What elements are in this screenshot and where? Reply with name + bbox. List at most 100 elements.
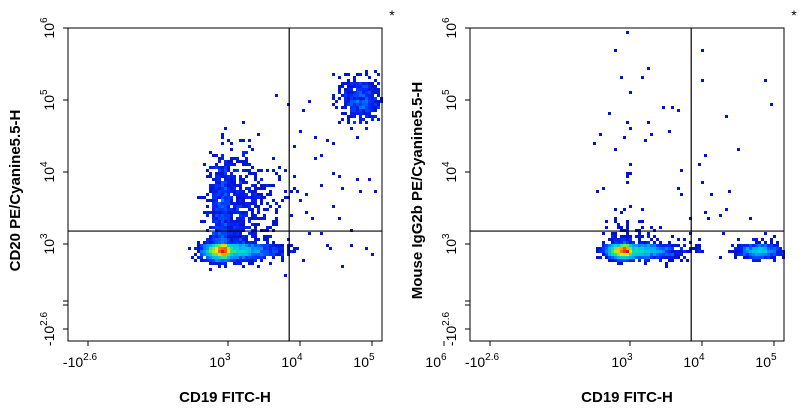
event-bin — [284, 169, 287, 172]
event-bin — [224, 232, 227, 235]
event-bin — [224, 166, 227, 169]
event-bin — [257, 193, 260, 196]
event-bin — [350, 88, 353, 91]
event-bin — [332, 205, 335, 208]
event-bin — [377, 73, 380, 76]
event-bin — [356, 106, 359, 109]
event-bin — [347, 121, 350, 124]
event-bin — [674, 250, 677, 253]
event-bin — [626, 259, 629, 262]
event-bin — [614, 241, 617, 244]
event-bin — [611, 238, 614, 241]
event-bin — [230, 223, 233, 226]
event-bin — [230, 244, 233, 247]
event-bin — [263, 250, 266, 253]
event-bin — [239, 247, 242, 250]
event-bin — [242, 178, 245, 181]
y-tick-label: 105 — [39, 89, 57, 111]
event-bin — [242, 235, 245, 238]
event-bin — [236, 184, 239, 187]
event-bin — [650, 250, 653, 253]
event-bin — [659, 244, 662, 247]
event-bin — [746, 256, 749, 259]
event-bin — [725, 208, 728, 211]
event-bin — [620, 262, 623, 265]
event-bin — [230, 175, 233, 178]
event-bin — [239, 193, 242, 196]
event-bin — [689, 250, 692, 253]
event-bin — [266, 247, 269, 250]
event-bin — [218, 226, 221, 229]
x-tick-base: 10 — [755, 354, 771, 370]
event-bin — [242, 154, 245, 157]
event-bin — [344, 103, 347, 106]
event-bin — [608, 247, 611, 250]
event-bin — [230, 208, 233, 211]
event-bin — [347, 88, 350, 91]
event-bin — [362, 94, 365, 97]
event-bin — [233, 238, 236, 241]
event-bin — [626, 31, 629, 34]
event-bin — [665, 262, 668, 265]
event-bin — [224, 259, 227, 262]
event-bin — [353, 109, 356, 112]
event-bin — [635, 250, 638, 253]
event-bin — [206, 247, 209, 250]
event-bin — [635, 253, 638, 256]
event-bin — [770, 253, 773, 256]
event-bin — [230, 235, 233, 238]
event-bin — [257, 256, 260, 259]
event-bin — [320, 154, 323, 157]
event-bin — [359, 91, 362, 94]
event-bin — [737, 238, 740, 241]
event-bin — [224, 226, 227, 229]
event-bin — [254, 175, 257, 178]
event-bin — [245, 250, 248, 253]
event-bin — [233, 241, 236, 244]
event-bin — [221, 223, 224, 226]
event-bin — [368, 178, 371, 181]
event-bin — [680, 247, 683, 250]
event-bin — [674, 244, 677, 247]
event-bin — [617, 256, 620, 259]
event-bin — [359, 190, 362, 193]
event-bin — [356, 88, 359, 91]
event-bin — [212, 193, 215, 196]
event-bin — [236, 169, 239, 172]
event-bin — [359, 109, 362, 112]
event-bin — [212, 232, 215, 235]
event-bin — [203, 211, 206, 214]
event-bin — [695, 247, 698, 250]
event-bin — [749, 217, 752, 220]
event-bin — [215, 247, 218, 250]
event-bin — [659, 250, 662, 253]
event-bin — [248, 169, 251, 172]
event-bin — [257, 223, 260, 226]
event-bin — [221, 133, 224, 136]
event-bin — [230, 184, 233, 187]
event-bin — [218, 223, 221, 226]
event-bin — [239, 187, 242, 190]
event-bin — [248, 244, 251, 247]
event-bin — [224, 196, 227, 199]
event-bin — [200, 256, 203, 259]
event-bin — [200, 259, 203, 262]
event-bin — [764, 253, 767, 256]
event-bin — [314, 136, 317, 139]
event-bin — [302, 109, 305, 112]
event-bin — [626, 121, 629, 124]
y-tick-exponent: 2.6 — [39, 311, 50, 325]
event-bin — [365, 121, 368, 124]
event-bin — [344, 73, 347, 76]
event-bin — [230, 163, 233, 166]
event-bin — [371, 91, 374, 94]
event-bin — [344, 106, 347, 109]
event-bin — [218, 235, 221, 238]
event-bin — [374, 109, 377, 112]
event-bin — [365, 94, 368, 97]
event-bin — [659, 241, 662, 244]
event-bin — [284, 274, 287, 277]
event-bin — [239, 226, 242, 229]
event-bin — [209, 262, 212, 265]
event-bin — [371, 106, 374, 109]
